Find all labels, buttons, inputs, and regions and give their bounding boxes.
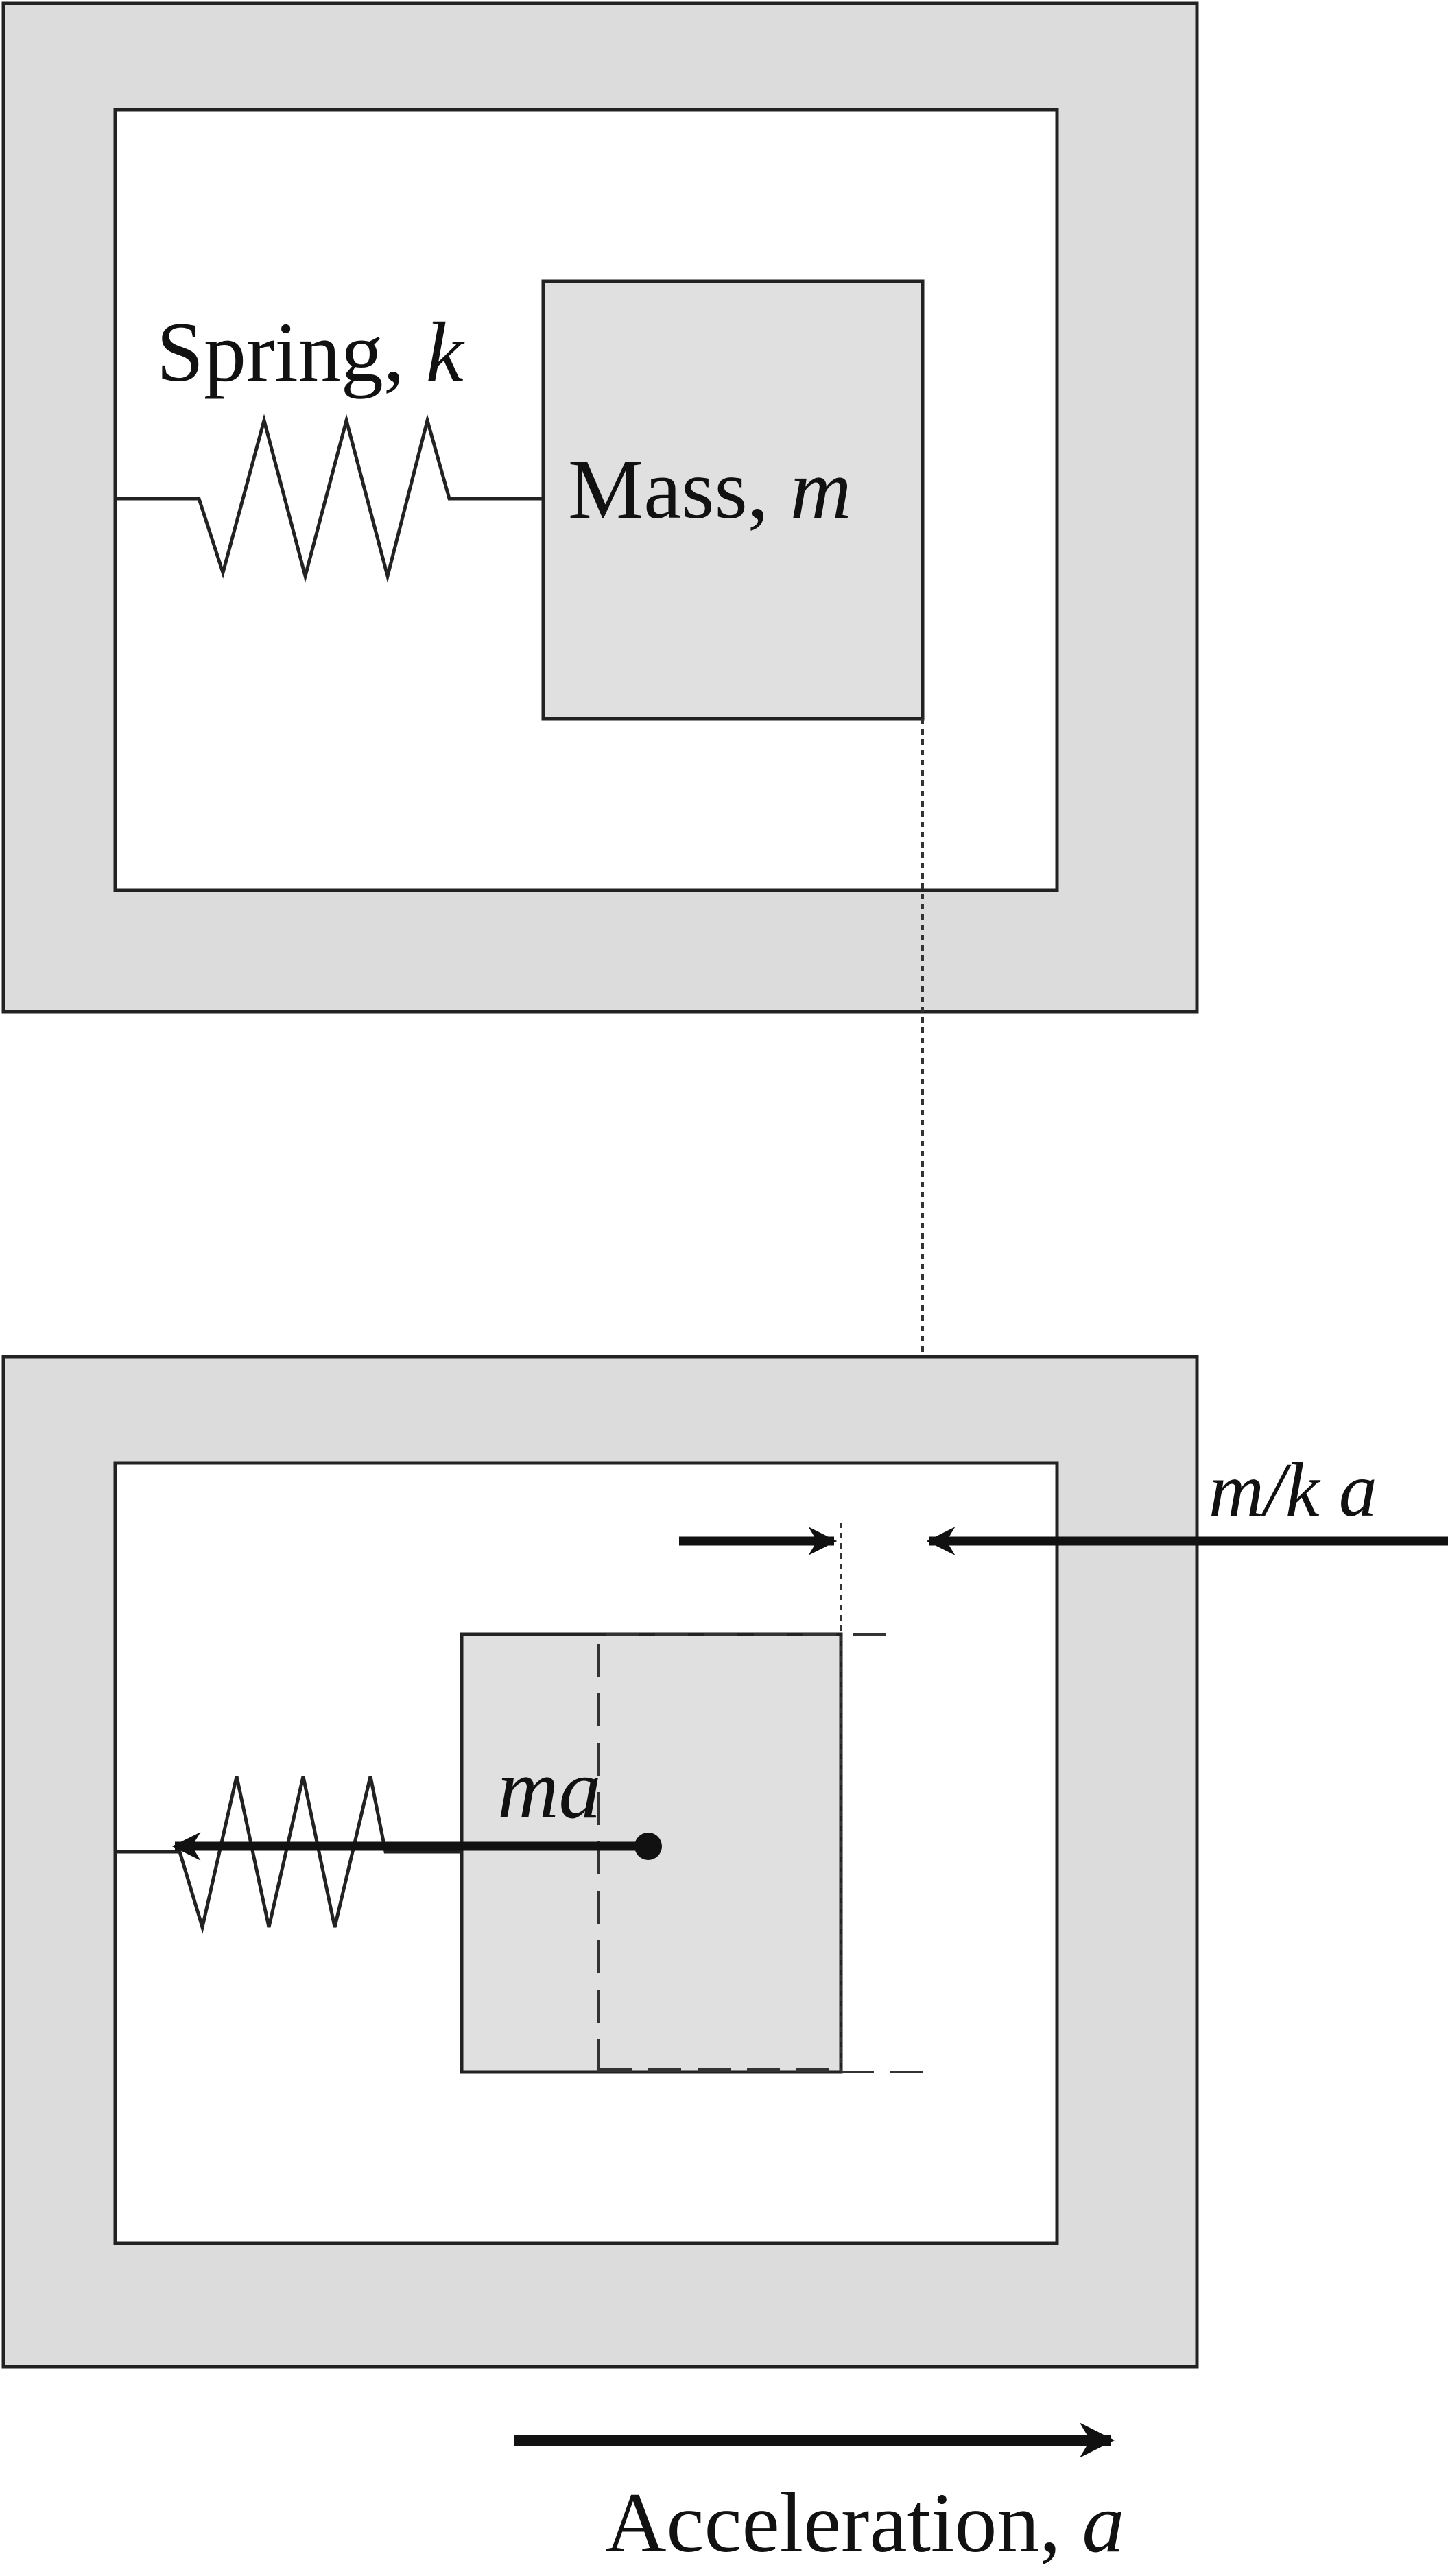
top-spring xyxy=(115,414,543,583)
mass-label: Mass, m xyxy=(568,442,851,536)
inertial-force-label: ma xyxy=(497,1742,602,1836)
bottom-panel: ma xyxy=(1,1355,1448,2369)
acceleration-label: Acceleration, a xyxy=(605,2476,1124,2570)
displacement-label: m/k a xyxy=(1209,1448,1377,1533)
top-mass-block xyxy=(541,279,925,721)
mass-rest-outline xyxy=(597,1633,923,2073)
top-panel: Spring, k Mass, m xyxy=(1,1,1199,1014)
spring-label: Spring, k xyxy=(156,305,465,399)
bottom-spring xyxy=(115,1776,462,1934)
